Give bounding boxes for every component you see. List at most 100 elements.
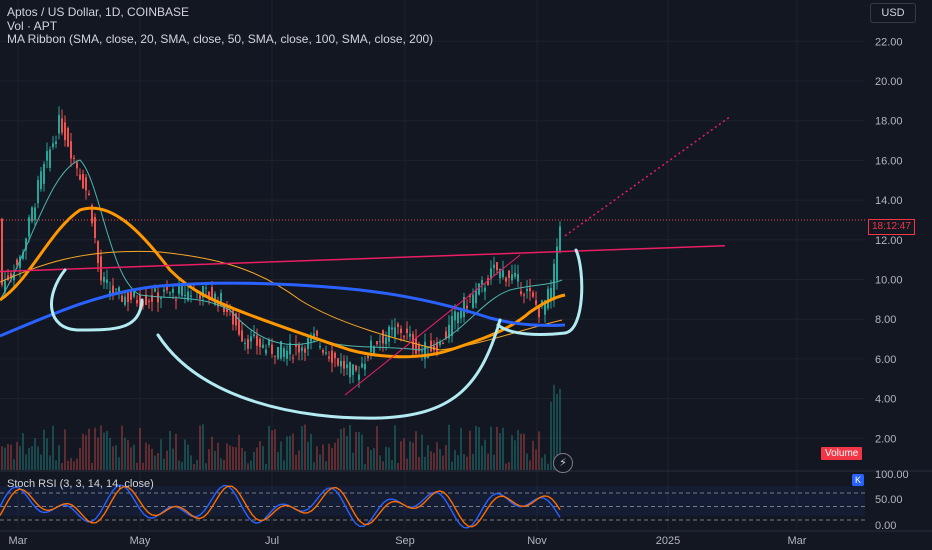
left-shoulder-drawing — [50, 268, 144, 332]
candle-body — [277, 347, 279, 359]
volume-bar — [121, 425, 123, 470]
candle-body — [451, 316, 453, 336]
candle-body — [241, 330, 243, 342]
volume-bar — [97, 437, 99, 470]
volume-bar — [361, 434, 363, 470]
candle-body — [520, 291, 522, 295]
volume-bar — [520, 433, 522, 470]
volume-bar — [106, 430, 108, 470]
candle-body — [334, 352, 336, 359]
candle-body — [262, 344, 264, 348]
candle-body — [226, 309, 228, 313]
volume-bar — [46, 438, 48, 470]
volume-bar — [400, 441, 402, 470]
volume-badge: Volume — [821, 447, 863, 460]
candle-body — [13, 273, 15, 281]
candle-body — [43, 163, 45, 184]
volume-bar — [217, 442, 219, 470]
price-axis-label: 22.00 — [875, 36, 903, 48]
stoch-rsi-legend[interactable]: Stoch RSI (3, 3, 14, 14, close) — [7, 478, 154, 490]
volume-bar — [556, 393, 558, 470]
volume-bar — [382, 461, 384, 470]
volume-bar — [442, 455, 444, 470]
candle-body — [370, 340, 372, 352]
candle-body — [382, 330, 384, 344]
candle-body — [4, 280, 6, 293]
volume-bar — [184, 439, 186, 470]
volume-bar — [73, 461, 75, 470]
currency-button[interactable]: USD — [870, 3, 916, 23]
volume-bar — [196, 460, 198, 470]
symbol-title[interactable]: Aptos / US Dollar, 1D, COINBASE — [7, 5, 190, 19]
candle-body — [499, 268, 501, 278]
moving-average-line — [0, 281, 566, 338]
candle-body — [475, 289, 477, 304]
candle-body — [202, 285, 204, 298]
candlesticks — [1, 106, 561, 388]
stoch-axis-label: 100.00 — [875, 469, 909, 481]
volume-bar — [319, 454, 321, 470]
volume-bar — [508, 462, 510, 470]
candle-body — [379, 341, 381, 343]
volume-bar — [103, 432, 105, 470]
candle-body — [559, 226, 561, 251]
ma-ribbon-legend[interactable]: MA Ribbon (SMA, close, 20, SMA, close, 5… — [7, 32, 434, 46]
candle-body — [61, 118, 63, 133]
volume-bar — [436, 442, 438, 470]
volume-bar — [76, 458, 78, 470]
candle-body — [367, 355, 369, 359]
volume-legend[interactable]: Vol · APT — [7, 19, 58, 33]
candle-body — [448, 324, 450, 339]
volume-bar — [493, 454, 495, 470]
volume-bar — [211, 436, 213, 470]
candle-body — [136, 300, 138, 304]
volume-bar — [235, 447, 237, 470]
volume-bar — [478, 427, 480, 470]
lightning-icon[interactable]: ⚡ — [553, 453, 573, 473]
candle-body — [94, 217, 96, 239]
candle-body — [217, 301, 219, 307]
candle-body — [295, 344, 297, 347]
candle-body — [508, 270, 510, 278]
time-axis-label: May — [130, 535, 151, 547]
user-drawings[interactable] — [0, 116, 865, 420]
candle-body — [352, 364, 354, 376]
volume-bar — [145, 442, 147, 470]
axes: 22.00 20.00 18.00 16.00 14.00 12.00 10.00 8.00 6… — [0, 36, 932, 547]
candle-body — [514, 272, 516, 277]
volume-bar — [283, 460, 285, 470]
candle-body — [547, 288, 549, 309]
candle-body — [25, 238, 27, 251]
candle-body — [343, 360, 345, 369]
candle-body — [424, 341, 426, 359]
candle-body — [274, 355, 276, 357]
candle-body — [463, 296, 465, 318]
candle-body — [163, 289, 165, 292]
right-handle-drawing — [496, 248, 584, 336]
volume-bar — [544, 454, 546, 470]
volume-bar — [229, 445, 231, 470]
candle-body — [121, 295, 123, 302]
volume-bar — [397, 463, 399, 470]
candle-body — [166, 286, 168, 291]
candle-body — [502, 270, 504, 278]
candle-body — [7, 275, 9, 281]
candle-body — [115, 288, 117, 290]
volume-bar — [151, 448, 153, 470]
candle-body — [1, 218, 3, 285]
projection-line — [564, 116, 731, 237]
candle-body — [238, 319, 240, 335]
candle-body — [145, 294, 147, 305]
candle-body — [301, 347, 303, 352]
candle-body — [49, 149, 51, 168]
volume-bar — [379, 455, 381, 470]
candle-body — [28, 217, 30, 237]
candle-body — [361, 363, 363, 368]
candle-body — [319, 345, 321, 348]
stoch-axis-label: 0.00 — [875, 520, 896, 532]
candle-body — [517, 274, 519, 282]
price-axis-label: 20.00 — [875, 76, 903, 88]
volume-bar — [10, 444, 12, 470]
candle-body — [454, 311, 456, 321]
